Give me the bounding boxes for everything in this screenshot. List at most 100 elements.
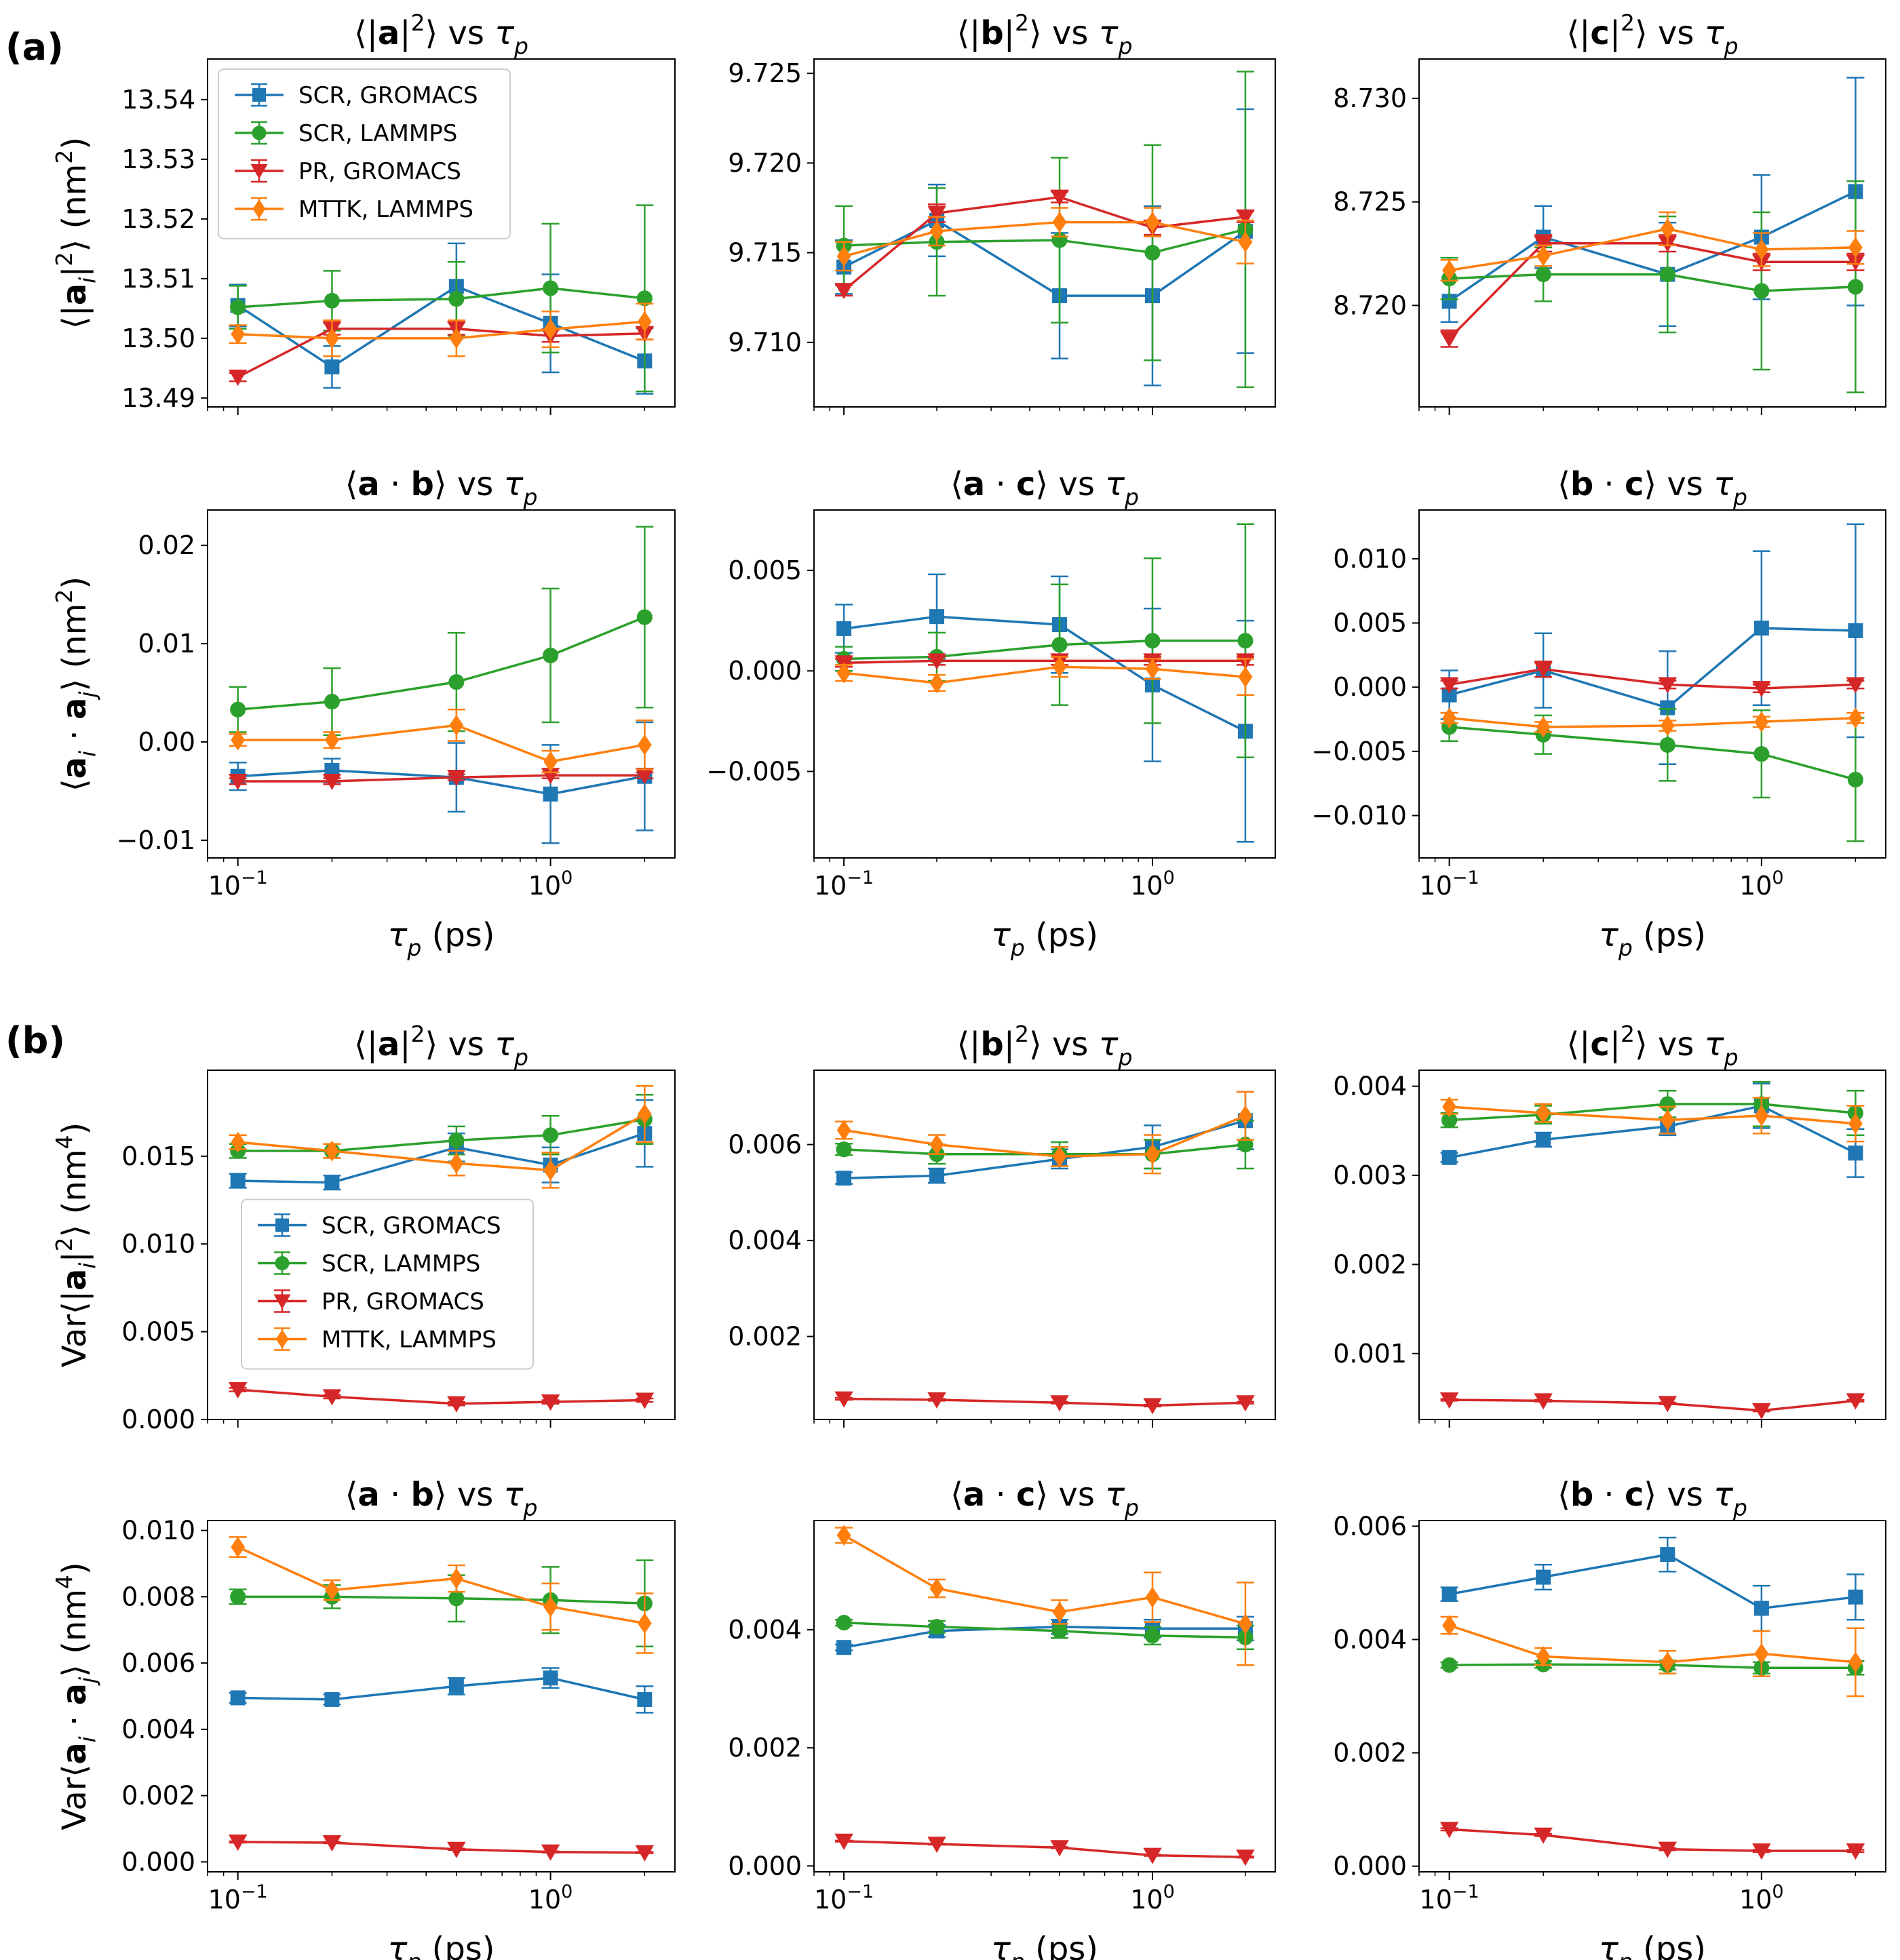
chart-title: ⟨|a|2⟩ vs τp (354, 9, 528, 60)
chart-title: ⟨|c|2⟩ vs τp (1566, 1021, 1738, 1071)
data-point (1236, 1849, 1255, 1866)
data-point (1660, 715, 1675, 737)
legend-marker (273, 1294, 291, 1310)
data-point (1050, 1395, 1069, 1412)
series-pr-gromacs (834, 189, 1255, 300)
data-point (231, 729, 246, 751)
data-point (1752, 1403, 1771, 1419)
series-line (1449, 1105, 1856, 1125)
data-point (834, 1391, 853, 1408)
y-tick-label: 0.000 (728, 656, 802, 686)
data-point (929, 1619, 945, 1635)
legend-label-mttk-lammps: MTTK, LAMMPS (322, 1327, 497, 1354)
data-point (1238, 1105, 1253, 1126)
axes-frame (813, 509, 1276, 859)
series-line (237, 1677, 645, 1701)
y-tick-label: 13.53 (121, 144, 195, 174)
data-point (541, 1394, 560, 1411)
data-point (1660, 1110, 1675, 1131)
legend-label-scr-gromacs: SCR, GROMACS (322, 1213, 501, 1240)
series-scr-gromacs (835, 573, 1254, 843)
data-point (834, 1833, 853, 1850)
series-pr-gromacs (1439, 1822, 1865, 1860)
data-point (836, 246, 851, 267)
data-point (929, 609, 945, 625)
data-point (1052, 212, 1067, 233)
y-tick-label: 0.004 (728, 1615, 802, 1645)
data-point (1754, 1105, 1769, 1126)
chart-5: ⟨a · c⟩ vs τp −0.005 0.000 0.005 10−1 100 τp (… (706, 465, 1276, 961)
axes-frame (813, 1520, 1276, 1873)
x-axis-label: τp (ps) (1599, 1930, 1706, 1960)
data-point (929, 1577, 944, 1599)
data-point (1535, 267, 1551, 283)
data-point (1754, 1643, 1769, 1664)
series-mttk-lammps (1440, 1096, 1865, 1143)
axes-frame (813, 58, 1276, 408)
data-point (228, 1382, 248, 1399)
data-point (1534, 1827, 1553, 1844)
x-tick-label: 100 (528, 867, 573, 901)
data-point (1659, 737, 1675, 753)
data-point (1441, 1112, 1458, 1129)
series-line (1449, 1553, 1856, 1610)
data-point (1752, 681, 1771, 698)
data-point (1848, 1651, 1863, 1673)
series-mttk-lammps (229, 708, 654, 774)
series-line (237, 1595, 645, 1605)
data-point (449, 714, 464, 736)
legend-label-scr-gromacs: SCR, GROMACS (298, 82, 478, 109)
chart-7: ⟨|a|2⟩ vs τp 0.000 0.005 0.010 0.015 Var⟨|ai|… (51, 1021, 676, 1434)
data-point (836, 1141, 852, 1158)
data-point (636, 609, 653, 625)
chart-title: ⟨a · c⟩ vs τp (950, 465, 1139, 510)
series-mttk-lammps (1440, 707, 1865, 738)
data-point (1848, 707, 1863, 729)
series-line (844, 1839, 1245, 1858)
series-mttk-lammps (229, 1085, 654, 1189)
y-tick-label: 0.000 (121, 1405, 195, 1434)
series-scr-gromacs (229, 1667, 654, 1714)
y-tick-label: 0.004 (1333, 1624, 1407, 1654)
y-tick-label: 0.010 (121, 1516, 195, 1546)
series-line (237, 616, 645, 711)
data-point (1050, 189, 1069, 206)
y-tick-label: 0.008 (121, 1582, 195, 1611)
data-point (836, 1525, 851, 1546)
y-tick-label: 9.725 (728, 58, 802, 88)
data-point (1534, 1393, 1553, 1410)
y-tick-label: 8.730 (1333, 83, 1407, 113)
series-scr-lammps (835, 523, 1254, 758)
series-line (237, 1546, 645, 1625)
data-point (1441, 294, 1457, 309)
data-point (1659, 1096, 1675, 1112)
series-line (1448, 190, 1857, 302)
series-pr-gromacs (1439, 234, 1865, 348)
chart-10: ⟨a · b⟩ vs τp 0.000 0.002 0.004 0.006 0.008 0.… (51, 1476, 676, 1960)
series-line (844, 639, 1245, 661)
data-point (635, 1392, 655, 1409)
data-point (324, 328, 339, 349)
series-line (843, 218, 1246, 297)
chart-11: ⟨a · c⟩ vs τp 0.000 0.002 0.004 10−1 100 τp (p… (728, 1476, 1276, 1960)
data-point (322, 1389, 342, 1406)
series-scr-gromacs (835, 108, 1254, 387)
data-point (836, 621, 852, 636)
data-point (1846, 677, 1865, 694)
x-axis-label: τp (ps) (387, 1930, 495, 1960)
data-point (836, 662, 851, 684)
y-axis-label: Var⟨|ai|2⟩ (nm4) (51, 1122, 101, 1368)
series-scr-gromacs (1440, 1082, 1865, 1178)
data-point (1237, 1137, 1254, 1153)
y-tick-label: 13.54 (121, 85, 195, 115)
y-tick-label: 0.000 (728, 1851, 802, 1881)
axes-frame (1418, 1520, 1886, 1873)
y-tick-label: 9.715 (728, 238, 802, 268)
data-point (1439, 677, 1459, 694)
legend-marker (275, 1329, 289, 1349)
series-line (843, 615, 1246, 732)
data-point (1846, 1393, 1865, 1410)
chart-8: ⟨|b|2⟩ vs τp 0.002 0.004 0.006 (728, 1021, 1276, 1428)
data-point (1848, 237, 1863, 258)
chart-title: ⟨b · c⟩ vs τp (1557, 1476, 1747, 1521)
